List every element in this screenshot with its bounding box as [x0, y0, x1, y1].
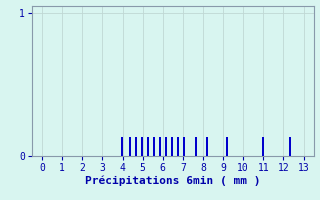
Bar — [290, 137, 292, 156]
Bar — [140, 137, 143, 156]
Bar — [262, 137, 264, 156]
Bar — [121, 137, 123, 156]
Bar — [177, 137, 179, 156]
Bar — [226, 137, 228, 156]
Bar — [135, 137, 137, 156]
X-axis label: Précipitations 6min ( mm ): Précipitations 6min ( mm ) — [85, 176, 260, 186]
Bar — [153, 137, 155, 156]
Bar — [129, 137, 131, 156]
Bar — [147, 137, 149, 156]
Bar — [183, 137, 185, 156]
Bar — [206, 137, 208, 156]
Bar — [159, 137, 161, 156]
Bar — [195, 137, 197, 156]
Bar — [171, 137, 173, 156]
Bar — [165, 137, 167, 156]
